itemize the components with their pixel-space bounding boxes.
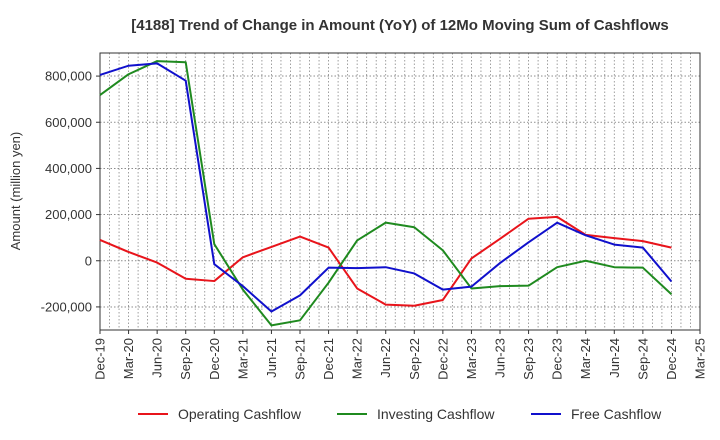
x-tick-label: Jun-23: [493, 338, 508, 378]
x-tick-label: Dec-20: [207, 338, 222, 380]
x-tick-label: Mar-23: [464, 338, 479, 379]
legend-item-free-cashflow: Free Cashflow: [531, 406, 662, 422]
x-axis-ticks: Dec-19 Mar-20 Jun-20 Sep-20 Dec-20 Mar-21 Jun-…: [93, 330, 708, 380]
y-axis-label: Amount (million yen): [8, 132, 23, 251]
operating-cashflow-line: [99, 215, 672, 307]
x-tick-label: Mar-20: [121, 338, 136, 379]
x-tick-label: Dec-23: [550, 338, 565, 380]
x-tick-label: Dec-21: [321, 338, 336, 380]
x-tick-label: Jun-20: [150, 338, 165, 378]
y-tick-label: 800,000: [45, 69, 92, 84]
y-tick-label: 0: [85, 253, 92, 268]
x-tick-label: Sep-20: [178, 338, 193, 380]
x-tick-label: Mar-22: [350, 338, 365, 379]
free-cashflow-line: [99, 62, 673, 313]
y-tick-label: 200,000: [45, 207, 92, 222]
x-tick-label: Dec-24: [664, 338, 679, 380]
y-tick-label: 600,000: [45, 115, 92, 130]
x-tick-label: Jun-22: [378, 338, 393, 378]
x-tick-label: Sep-23: [521, 338, 536, 380]
x-tick-label: Sep-22: [407, 338, 422, 380]
legend: Operating Cashflow Investing Cashflow Free…: [138, 406, 662, 422]
legend-label: Investing Cashflow: [377, 406, 495, 422]
y-tick-label: -200,000: [41, 299, 92, 314]
legend-item-investing-cashflow: Investing Cashflow: [337, 406, 495, 422]
x-tick-label: Mar-21: [235, 338, 250, 379]
y-axis-ticks: -200,000 0 200,000 400,000 600,000 800,000: [41, 69, 100, 314]
plot-area: [99, 52, 701, 331]
y-tick-label: 400,000: [45, 161, 92, 176]
x-tick-label: Sep-24: [635, 338, 650, 380]
x-tick-label: Jun-24: [607, 338, 622, 378]
x-tick-label: Jun-21: [264, 338, 279, 378]
x-tick-label: Dec-19: [93, 338, 108, 380]
x-tick-label: Dec-22: [435, 338, 450, 380]
legend-label: Free Cashflow: [571, 406, 662, 422]
chart-title: [4188] Trend of Change in Amount (YoY) o…: [131, 17, 669, 34]
x-tick-label: Mar-24: [578, 338, 593, 379]
x-tick-label: Mar-25: [693, 338, 708, 379]
investing-cashflow-line: [99, 60, 673, 327]
x-tick-label: Sep-21: [293, 338, 308, 380]
grid-lines: [99, 53, 701, 330]
legend-item-operating-cashflow: Operating Cashflow: [138, 406, 302, 422]
legend-label: Operating Cashflow: [178, 406, 302, 422]
series-lines: [99, 60, 673, 327]
